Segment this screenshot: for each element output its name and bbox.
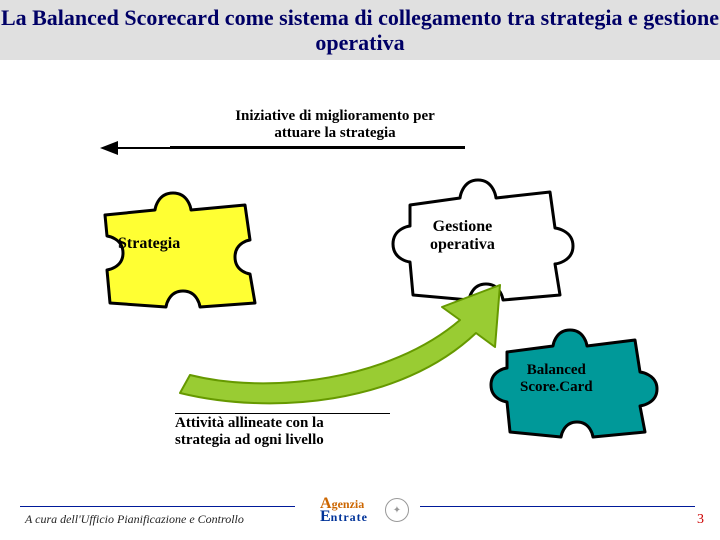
top-arrow-label: Iniziative di miglioramento per attuare … <box>205 108 465 142</box>
page-number: 3 <box>697 512 704 528</box>
agenzia-logo: Agenzia Entrate <box>320 496 368 524</box>
title-bar: La Balanced Scorecard come sistema di co… <box>0 0 720 60</box>
curved-arrow <box>150 265 530 405</box>
slide-title: La Balanced Scorecard come sistema di co… <box>0 5 720 56</box>
footer-credit: A cura dell'Ufficio Pianificazione e Con… <box>25 512 244 527</box>
slide: La Balanced Scorecard come sistema di co… <box>0 0 720 540</box>
footer-line-right <box>420 506 695 507</box>
top-underline <box>170 146 465 147</box>
strategia-label: Strategia <box>118 235 180 253</box>
bottom-label: Attività allineate con la strategia ad o… <box>175 415 395 449</box>
gestione-label: Gestione operativa <box>430 218 495 255</box>
bottom-underline <box>175 413 390 414</box>
seal-icon: ✦ <box>385 498 409 522</box>
footer-line-left <box>20 506 295 507</box>
bsc-label: Balanced Score.Card <box>520 362 593 395</box>
